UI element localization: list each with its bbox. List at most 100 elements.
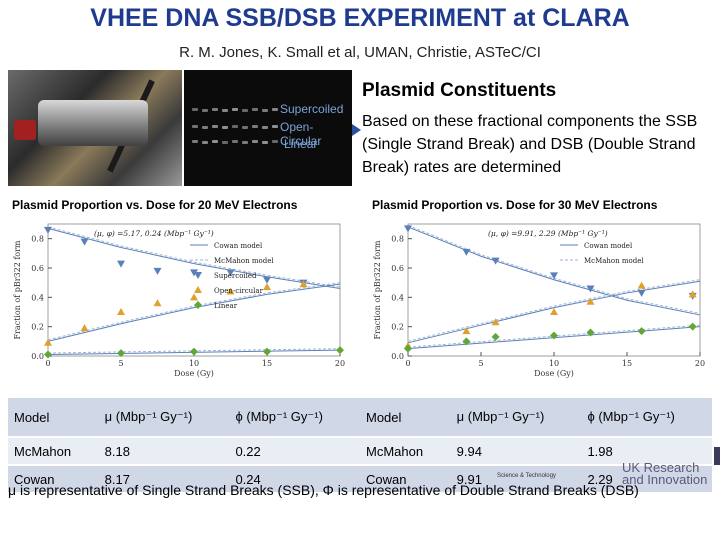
data-point	[263, 347, 271, 356]
table-header-row: Model μ (Mbp⁻¹ Gy⁻¹) ϕ (Mbp⁻¹ Gy⁻¹) Mode…	[8, 398, 712, 436]
data-point	[190, 293, 198, 301]
data-point	[491, 332, 500, 341]
gel-band	[222, 109, 228, 112]
y-axis-label: Fraction of pBr322 form	[13, 240, 22, 339]
data-point	[80, 324, 89, 332]
fit-line-mcmahon	[47, 226, 341, 288]
x-tick-label: 20	[695, 359, 705, 368]
table-cell: 8.17	[98, 466, 230, 492]
data-point	[117, 308, 125, 315]
table-cell: Cowan	[8, 466, 99, 492]
gel-band	[242, 141, 248, 144]
gel-band	[222, 141, 228, 144]
table-cell: 1.98	[581, 438, 712, 464]
table-cell: McMahon	[8, 438, 99, 464]
legend-label: McMahon model	[584, 257, 644, 265]
gel-band	[192, 125, 198, 128]
stfc-logo: Science & Technology	[497, 473, 597, 495]
table-header: ϕ (Mbp⁻¹ Gy⁻¹)	[581, 398, 712, 436]
gel-band	[222, 126, 228, 129]
y-tick-label: 0.0	[31, 352, 44, 361]
data-point	[586, 297, 595, 305]
y-tick-label: 0.4	[31, 293, 44, 302]
x-tick-label: 5	[118, 359, 123, 368]
table-cell: 9.94	[450, 438, 582, 464]
data-point	[263, 283, 271, 291]
data-point	[688, 322, 697, 331]
authors-line: R. M. Jones, K. Small et al, UMAN, Chris…	[179, 44, 541, 61]
x-tick-label: 10	[549, 359, 559, 368]
fit-line-mcmahon	[407, 279, 701, 342]
table-header: μ (Mbp⁻¹ Gy⁻¹)	[98, 398, 230, 436]
y-tick-label: 0.4	[391, 293, 404, 302]
gel-band	[212, 108, 218, 111]
photo-apparatus	[38, 100, 148, 146]
legend-marker	[194, 301, 202, 309]
photo-red-part	[14, 120, 36, 140]
table-header: ϕ (Mbp⁻¹ Gy⁻¹)	[229, 398, 360, 436]
data-point	[637, 289, 646, 297]
plasmid-description: Based on these fractional components the…	[362, 113, 698, 176]
data-point	[462, 248, 471, 256]
data-point	[550, 331, 558, 340]
fit-line-cowan	[47, 227, 341, 290]
legend-marker	[194, 272, 202, 279]
gel-band	[192, 140, 198, 143]
data-point	[586, 285, 595, 293]
data-point	[153, 299, 162, 307]
annotation-label: (μ, φ) =5.17, 0.24 (Mbp⁻¹ Gy⁻¹)	[94, 229, 214, 238]
chart-20mev: 0.0 0.2 0.4 0.6 0.8 0 5 10 15 20 Dose (Gy) Fraction…	[10, 216, 350, 388]
gel-band	[262, 126, 268, 129]
table-cell: McMahon	[359, 438, 451, 464]
data-point	[117, 349, 125, 358]
fit-line-mcmahon	[47, 282, 341, 341]
gel-label-open-circular: Open-Circular	[280, 120, 322, 148]
gel-band	[242, 126, 248, 129]
gel-band	[252, 140, 258, 143]
legend-label: McMahon model	[214, 257, 274, 265]
data-point	[462, 337, 471, 346]
data-point	[637, 327, 646, 336]
legend-label: Cowan model	[584, 242, 633, 250]
data-point	[190, 269, 198, 277]
x-axis-label: Dose (Gy)	[534, 369, 574, 378]
gel-band	[242, 109, 248, 112]
y-tick-label: 0.0	[391, 352, 404, 361]
plasmid-heading: Plasmid Constituents	[362, 80, 557, 101]
data-point	[44, 226, 52, 234]
chart-30mev: 0.0 0.2 0.4 0.6 0.8 0 5 10 15 20 Dose (Gy) Fraction…	[370, 216, 710, 388]
gel-band	[262, 141, 268, 144]
legend-label: Open-circular	[214, 287, 264, 295]
data-point	[404, 344, 412, 353]
y-tick-label: 0.8	[391, 235, 404, 244]
gel-label-linear: Linear	[284, 137, 318, 151]
data-point	[263, 276, 271, 284]
x-tick-label: 20	[335, 359, 345, 368]
x-tick-label: 5	[478, 359, 483, 368]
data-point	[190, 347, 198, 356]
fit-line-mcmahon	[407, 224, 701, 314]
gel-band	[202, 141, 208, 144]
slide-edge-marker	[714, 447, 720, 465]
data-point	[44, 350, 52, 359]
table-header: Model	[8, 398, 99, 436]
data-point	[462, 327, 471, 335]
gel-band	[192, 108, 198, 111]
gel-band	[262, 109, 268, 112]
legend-marker	[194, 286, 202, 293]
x-tick-label: 15	[622, 359, 632, 368]
gel-band	[202, 109, 208, 112]
table-row: Cowan 8.17 0.24 Cowan 9.91 2.29	[8, 466, 712, 492]
gel-band	[232, 140, 238, 143]
fit-line-cowan	[47, 283, 341, 342]
data-point	[226, 287, 235, 295]
gel-electrophoresis-image: Supercoiled Open-Circular Linear	[184, 70, 352, 186]
ukri-logo: UK Research and Innovation	[622, 461, 716, 502]
x-tick-label: 0	[405, 359, 410, 368]
gel-band	[252, 108, 258, 111]
table-header: Model	[359, 398, 451, 436]
gel-band	[212, 140, 218, 143]
data-point	[688, 290, 697, 298]
y-tick-label: 0.6	[391, 264, 404, 273]
chart1-title: Plasmid Proportion vs. Dose for 20 MeV E…	[12, 198, 298, 212]
